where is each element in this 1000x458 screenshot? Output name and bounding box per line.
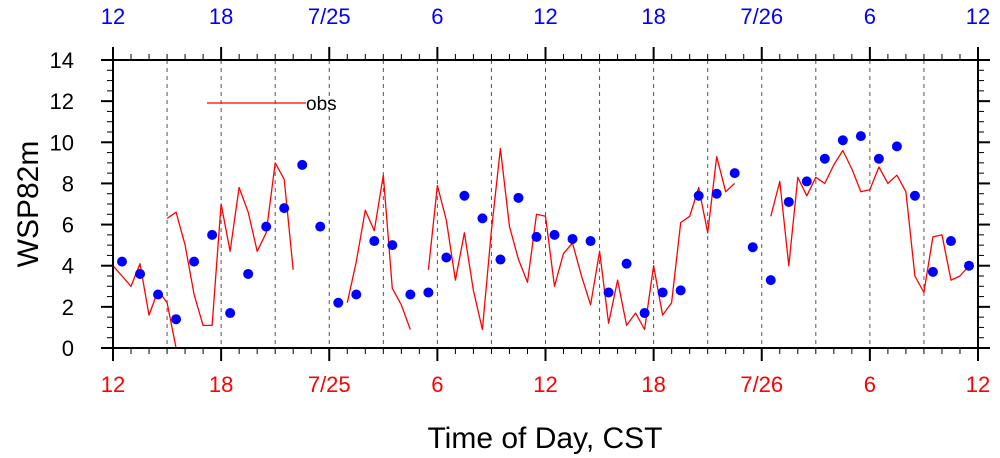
x-tick-label-top: 18	[641, 4, 665, 29]
model-data-point	[171, 314, 182, 325]
model-data-point	[153, 289, 164, 300]
x-tick-label-top: 12	[533, 4, 557, 29]
x-tick-label-top: 18	[209, 4, 233, 29]
model-data-point	[747, 242, 758, 253]
obs-line-segment	[346, 174, 411, 330]
y-tick-label: 12	[50, 89, 74, 114]
model-data-point	[225, 308, 236, 319]
x-tick-label-bottom: 7/26	[740, 372, 783, 397]
model-data-point	[819, 153, 830, 164]
model-data-point	[675, 285, 686, 296]
model-data-point	[693, 190, 704, 201]
x-tick-label-bottom: 18	[209, 372, 233, 397]
model-data-point	[855, 131, 866, 142]
x-tick-label-bottom: 18	[641, 372, 665, 397]
model-data-point	[711, 188, 722, 199]
model-data-point	[441, 252, 452, 263]
obs-line-segment	[770, 149, 970, 294]
model-data-point	[567, 233, 578, 244]
vertical-grid-lines	[166, 60, 925, 348]
model-data-point	[459, 190, 470, 201]
x-tick-label-top: 6	[864, 4, 876, 29]
x-tick-label-top: 12	[101, 4, 125, 29]
model-data-point	[405, 289, 416, 300]
y-tick-label: 10	[50, 130, 74, 155]
model-data-point	[801, 176, 812, 187]
model-data-point	[657, 287, 668, 298]
model-data-point	[927, 266, 938, 277]
model-data-point	[333, 297, 344, 308]
x-tick-label-top: 12	[966, 4, 990, 29]
y-axis-title: WSP82m	[12, 141, 45, 268]
model-data-point	[783, 196, 794, 207]
x-tick-label-bottom: 7/25	[308, 372, 351, 397]
model-data-point	[423, 287, 434, 298]
x-tick-label-bottom: 6	[864, 372, 876, 397]
obs-line-segment	[427, 147, 736, 331]
obs-line-series	[112, 147, 970, 349]
x-tick-label-top: 7/26	[740, 4, 783, 29]
model-point-series	[117, 131, 974, 325]
model-data-point	[585, 236, 596, 247]
x-tick-label-top: 6	[431, 4, 443, 29]
axis-ticks	[101, 47, 990, 361]
model-data-point	[549, 229, 560, 240]
x-tick-label-top: 7/25	[308, 4, 351, 29]
model-data-point	[639, 308, 650, 319]
model-data-point	[189, 256, 200, 267]
y-tick-label: 2	[62, 295, 74, 320]
y-tick-label: 4	[62, 254, 74, 279]
model-data-point	[621, 258, 632, 269]
y-tick-label: 6	[62, 213, 74, 238]
model-data-point	[387, 240, 398, 251]
model-data-point	[369, 236, 380, 247]
model-data-point	[315, 221, 326, 232]
x-tick-label-bottom: 12	[533, 372, 557, 397]
model-data-point	[945, 236, 956, 247]
legend-label-obs: obs	[306, 94, 337, 115]
x-tick-label-bottom: 12	[966, 372, 990, 397]
model-data-point	[729, 168, 740, 179]
model-data-point	[207, 229, 218, 240]
tick-labels: 0 2 4 6 8 10 12 14 12 12 18 18 7/25 7/25 6 6 12 12 18 18 7/2…	[50, 4, 991, 397]
model-data-point	[477, 213, 488, 224]
obs-line-segment	[112, 263, 177, 349]
model-data-point	[243, 268, 254, 279]
x-tick-label-bottom: 12	[101, 372, 125, 397]
model-data-point	[261, 221, 272, 232]
model-data-point	[909, 190, 920, 201]
model-data-point	[837, 135, 848, 146]
legend: obs	[207, 94, 337, 115]
model-data-point	[963, 260, 974, 271]
model-data-point	[117, 256, 128, 267]
obs-line-segment	[166, 162, 294, 327]
model-data-point	[495, 254, 506, 265]
model-data-point	[531, 231, 542, 242]
model-data-point	[351, 289, 362, 300]
model-data-point	[603, 287, 614, 298]
x-tick-label-bottom: 6	[431, 372, 443, 397]
y-tick-label: 0	[62, 336, 74, 361]
model-data-point	[765, 275, 776, 286]
model-data-point	[513, 192, 524, 203]
model-data-point	[297, 159, 308, 170]
model-data-point	[279, 203, 290, 214]
model-data-point	[873, 153, 884, 164]
x-axis-title: Time of Day, CST	[427, 422, 662, 455]
y-tick-label: 14	[50, 48, 74, 73]
model-data-point	[135, 268, 146, 279]
y-tick-label: 8	[62, 171, 74, 196]
model-data-point	[891, 141, 902, 152]
